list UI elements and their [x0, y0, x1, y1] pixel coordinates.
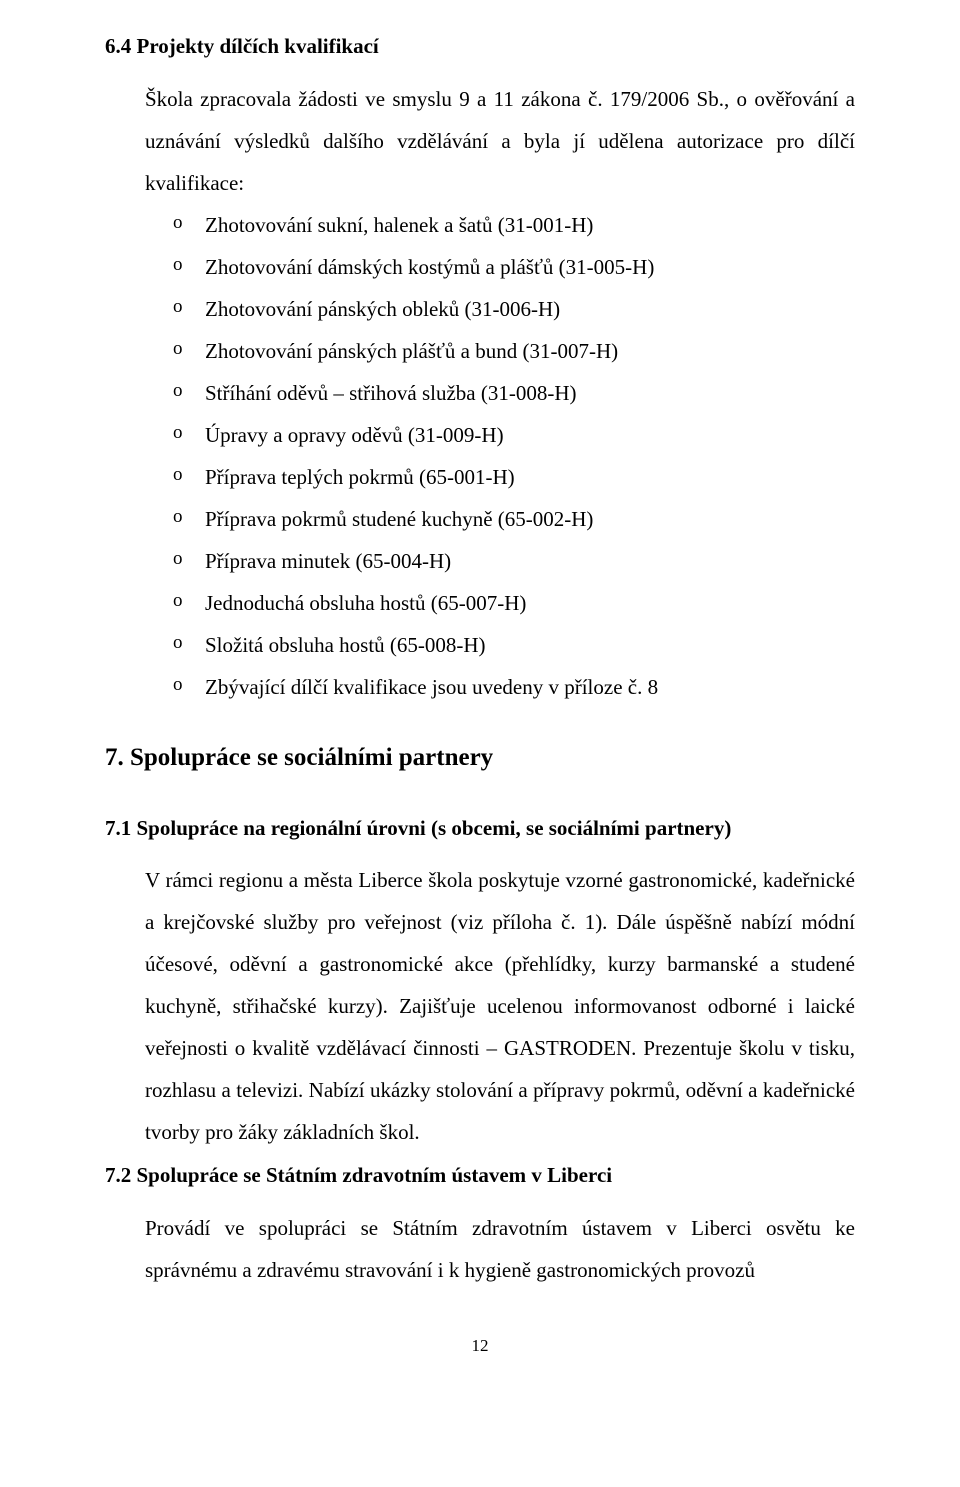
heading-7-1: 7.1 Spolupráce na regionální úrovni (s o…: [105, 812, 855, 846]
list-item: Zhotovování pánských obleků (31-006-H): [205, 288, 855, 330]
list-item: Zhotovování dámských kostýmů a plášťů (3…: [205, 246, 855, 288]
heading-7-2: 7.2 Spolupráce se Státním zdravotním úst…: [105, 1159, 855, 1193]
list-item: Příprava pokrmů studené kuchyně (65-002-…: [205, 498, 855, 540]
list-item: Příprava teplých pokrmů (65-001-H): [205, 456, 855, 498]
list-item: Složitá obsluha hostů (65-008-H): [205, 624, 855, 666]
list-item: Příprava minutek (65-004-H): [205, 540, 855, 582]
list-item: Stříhání oděvů – střihová služba (31-008…: [205, 372, 855, 414]
page-number: 12: [105, 1336, 855, 1356]
para-6-4-intro: Škola zpracovala žádosti ve smyslu 9 a 1…: [105, 78, 855, 204]
document-page: 6.4 Projekty dílčích kvalifikací Škola z…: [0, 0, 960, 1386]
list-item: Jednoduchá obsluha hostů (65-007-H): [205, 582, 855, 624]
list-item: Úpravy a opravy oděvů (31-009-H): [205, 414, 855, 456]
heading-7: 7. Spolupráce se sociálními partnery: [105, 738, 855, 778]
para-7-2: Provádí ve spolupráci se Státním zdravot…: [105, 1207, 855, 1291]
list-item: Zhotovování sukní, halenek a šatů (31-00…: [205, 204, 855, 246]
heading-6-4: 6.4 Projekty dílčích kvalifikací: [105, 30, 855, 64]
para-7-1: V rámci regionu a města Liberce škola po…: [105, 859, 855, 1153]
qualification-list: Zhotovování sukní, halenek a šatů (31-00…: [105, 204, 855, 708]
list-item: Zbývající dílčí kvalifikace jsou uvedeny…: [205, 666, 855, 708]
list-item: Zhotovování pánských plášťů a bund (31-0…: [205, 330, 855, 372]
